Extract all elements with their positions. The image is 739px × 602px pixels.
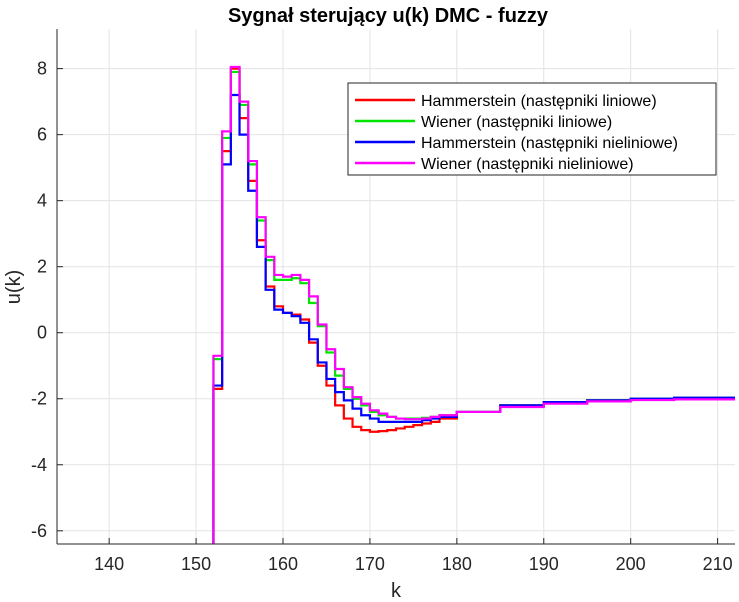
series-layer [212,65,735,544]
legend-label-3: Hammerstein (następniki nieliniowe) [421,135,678,152]
y-tick-label: 6 [37,125,47,145]
x-tick-label: 140 [94,554,124,574]
legend: Hammerstein (następniki liniowe) Wiener (… [347,82,717,176]
legend-label-2: Wiener (następniki liniowe) [421,114,612,131]
y-tick-label: -4 [31,455,47,475]
y-tick-label: -2 [31,389,47,409]
y-tick-labels: -6 -4 -2 0 2 4 6 8 [31,59,47,541]
axes [56,29,735,545]
y-tick-label: 4 [37,191,47,211]
x-tick-label: 210 [703,554,733,574]
chart-title: Sygnał sterujący u(k) DMC - fuzzy [228,5,549,27]
y-axis-title: u(k) [3,270,25,304]
legend-box [347,82,717,176]
x-axis-title: k [391,580,402,602]
legend-label-1: Hammerstein (następniki liniowe) [421,93,657,110]
x-tick-label: 200 [616,554,646,574]
y-tick-label: 0 [37,323,47,343]
series-line-4 [212,65,735,544]
x-tick-label: 180 [442,554,472,574]
x-tick-label: 160 [268,554,298,574]
x-tick-label: 190 [529,554,559,574]
x-tick-labels: 140 150 160 170 180 190 200 210 [94,554,733,574]
y-tick-label: -6 [31,521,47,541]
y-tick-label: 8 [37,59,47,79]
x-tick-label: 150 [181,554,211,574]
y-tick-label: 2 [37,257,47,277]
x-tick-label: 170 [355,554,385,574]
legend-label-4: Wiener (następniki nieliniowe) [421,156,634,173]
